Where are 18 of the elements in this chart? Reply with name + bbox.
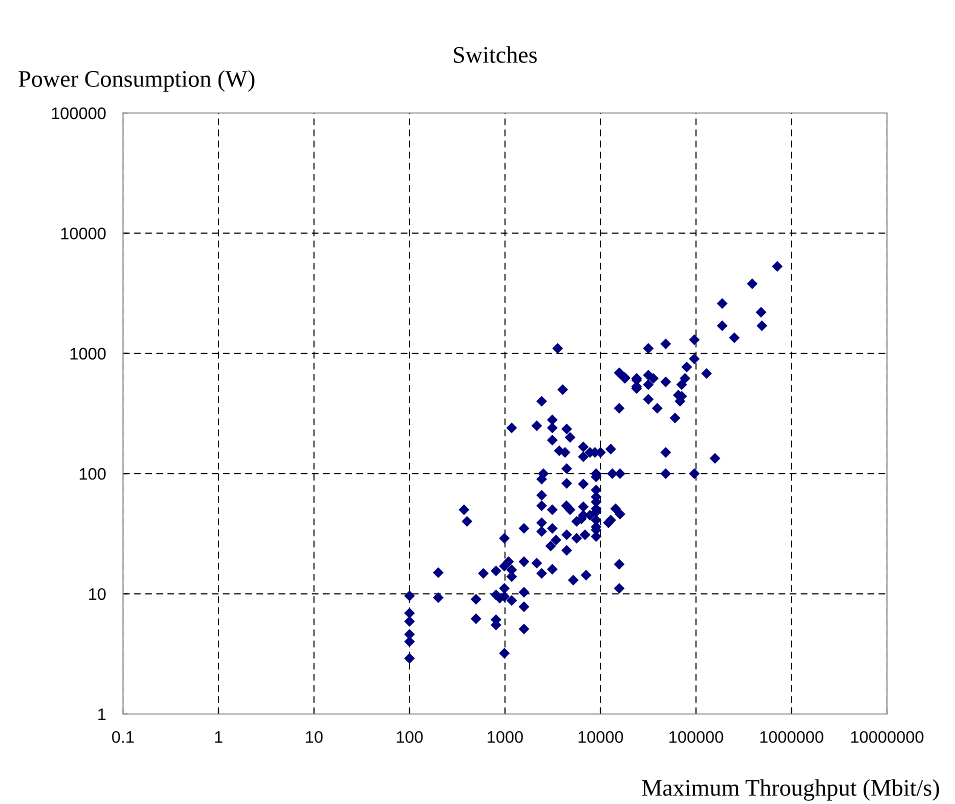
chart-title: Switches (454, 46, 537, 63)
x-tick-label: 1000000 (760, 731, 824, 743)
x-tick-label: 0.1 (112, 731, 134, 743)
y-tick-label: 10 (89, 588, 106, 600)
x-tick-label: 100 (396, 731, 423, 743)
y-tick-label: 100000 (52, 107, 106, 120)
x-tick-label: 10000 (578, 731, 624, 743)
y-tick-label: 1000 (70, 348, 106, 360)
y-axis-title: Power Consumption (W) (18, 70, 254, 92)
y-tick-label: 1 (98, 708, 106, 720)
x-tick-label: 10000000 (851, 731, 924, 743)
x-tick-label: 1000 (488, 731, 523, 743)
x-tick-label: 1 (215, 731, 222, 743)
y-tick-label: 10000 (61, 228, 106, 240)
x-tick-label: 100000 (669, 731, 724, 743)
y-tick-label: 100 (80, 468, 106, 480)
x-axis-title: Maximum Throughput (Mbit/s) (642, 779, 939, 801)
x-tick-label: 10 (306, 731, 323, 743)
